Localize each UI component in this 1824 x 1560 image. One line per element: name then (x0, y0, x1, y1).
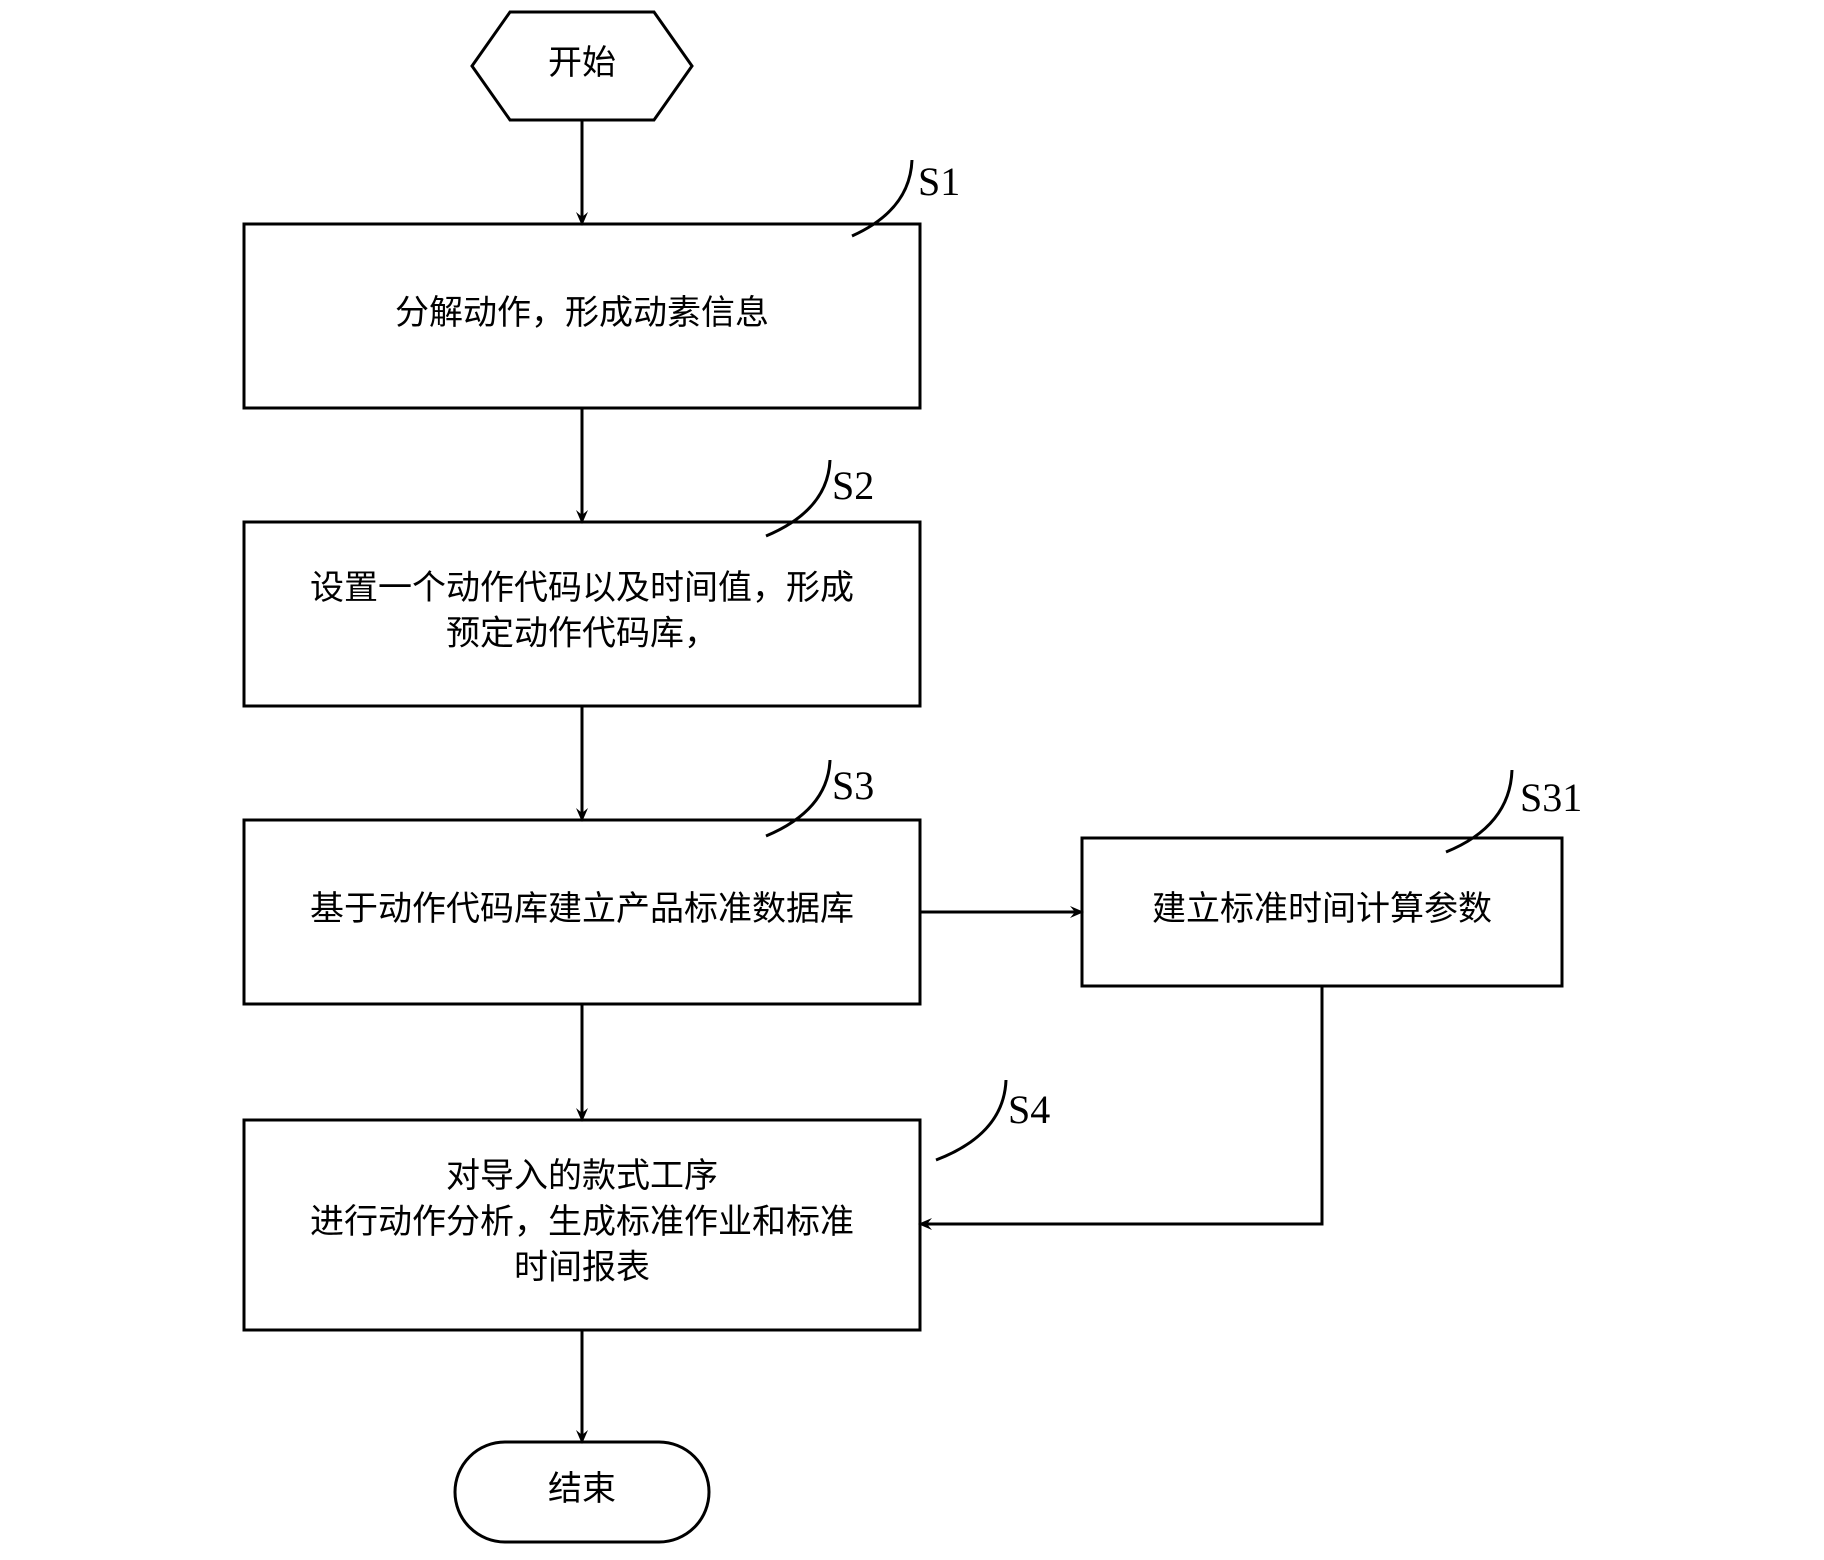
tag-label-S3: S3 (832, 763, 874, 808)
node-s4-line-0: 对导入的款式工序 (446, 1157, 718, 1195)
end-label: 结束 (548, 1470, 616, 1508)
node-s31-line-0: 建立标准时间计算参数 (1152, 890, 1492, 928)
tag-label-S1: S1 (918, 159, 960, 204)
start-label: 开始 (548, 44, 616, 82)
node-s4-line-1: 进行动作分析，生成标准作业和标准 (310, 1203, 854, 1241)
tag-S4: S4 (936, 1080, 1050, 1160)
edge-s31-s4 (920, 986, 1322, 1224)
node-s3-line-0: 基于动作代码库建立产品标准数据库 (310, 890, 854, 928)
tag-label-S2: S2 (832, 463, 874, 508)
tag-label-S31: S31 (1520, 775, 1582, 820)
node-s1-line-0: 分解动作，形成动素信息 (395, 294, 769, 332)
node-s2-line-0: 设置一个动作代码以及时间值，形成 (310, 569, 854, 607)
node-s2 (244, 522, 920, 706)
node-s2-line-1: 预定动作代码库， (446, 615, 718, 653)
tag-label-S4: S4 (1008, 1087, 1050, 1132)
node-s4-line-2: 时间报表 (514, 1249, 650, 1287)
